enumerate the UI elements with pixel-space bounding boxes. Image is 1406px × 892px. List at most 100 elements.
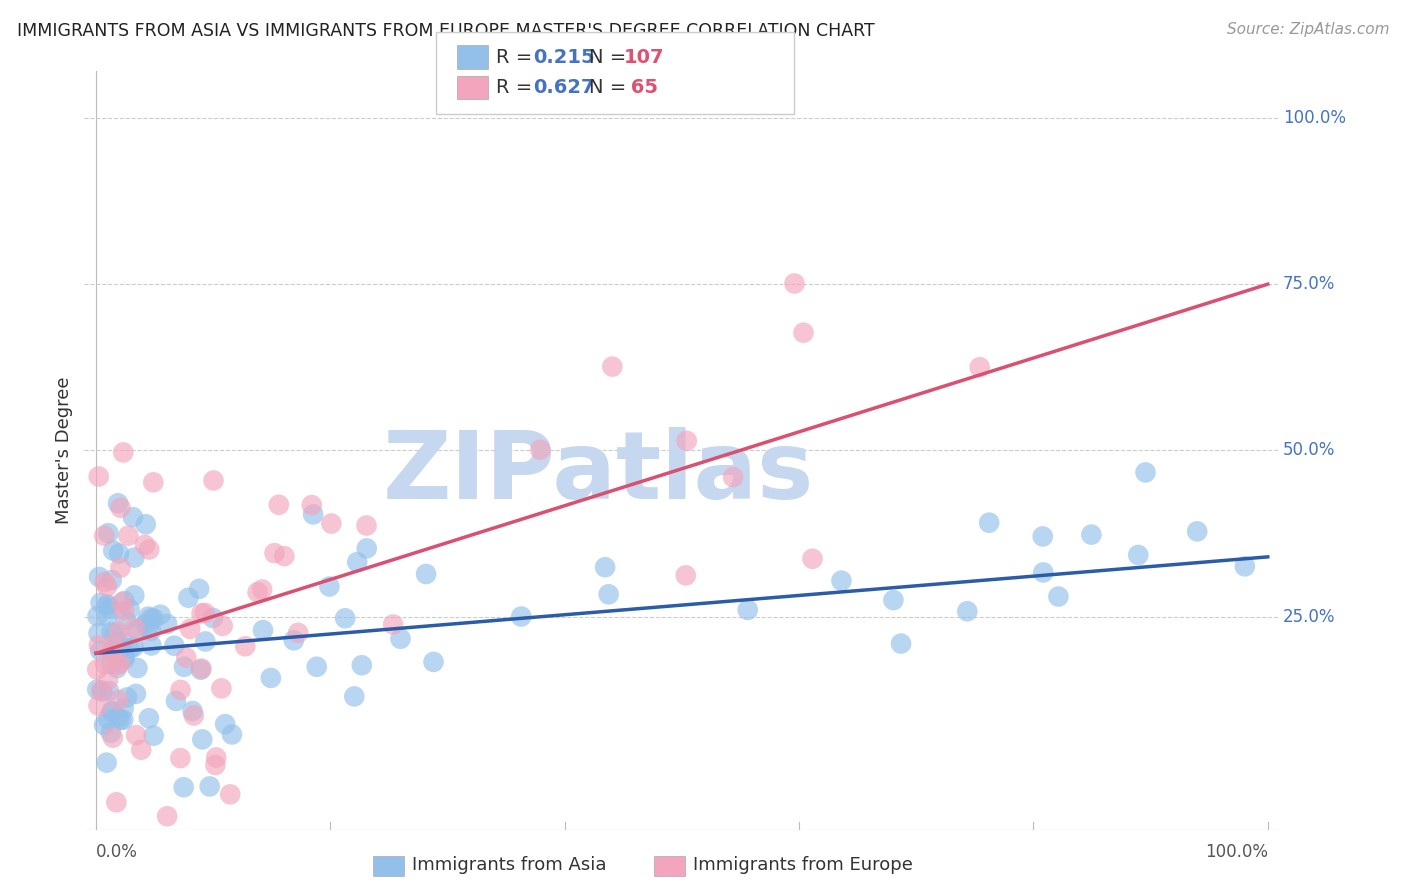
Point xyxy=(783,277,806,291)
Point xyxy=(129,742,152,756)
Point xyxy=(86,663,108,677)
Point xyxy=(108,657,131,671)
Point xyxy=(149,607,172,622)
Point xyxy=(101,705,124,719)
Point xyxy=(110,500,132,515)
Point xyxy=(93,528,115,542)
Point xyxy=(211,619,233,633)
Point xyxy=(181,704,204,718)
Point xyxy=(283,633,305,648)
Point xyxy=(389,632,412,646)
Point xyxy=(1185,524,1208,539)
Point xyxy=(335,611,357,625)
Point xyxy=(142,612,165,626)
Point xyxy=(139,611,162,625)
Point xyxy=(174,650,197,665)
Point xyxy=(302,508,325,522)
Point xyxy=(134,538,156,552)
Point xyxy=(138,711,160,725)
Point xyxy=(422,655,444,669)
Point xyxy=(125,728,148,742)
Point xyxy=(1047,590,1070,604)
Point xyxy=(246,585,269,599)
Point xyxy=(110,560,132,574)
Text: 65: 65 xyxy=(624,78,658,97)
Point xyxy=(890,637,912,651)
Point xyxy=(201,611,224,625)
Point xyxy=(305,659,328,673)
Point xyxy=(198,780,221,794)
Point xyxy=(510,609,533,624)
Point xyxy=(188,582,211,596)
Point xyxy=(1080,527,1102,541)
Text: Immigrants from Asia: Immigrants from Asia xyxy=(412,856,606,874)
Point xyxy=(125,687,148,701)
Point xyxy=(96,579,118,593)
Text: 75.0%: 75.0% xyxy=(1284,276,1336,293)
Point xyxy=(1032,529,1054,543)
Text: R =: R = xyxy=(496,47,538,67)
Point xyxy=(194,606,217,620)
Point xyxy=(173,660,195,674)
Point xyxy=(190,663,212,677)
Point xyxy=(202,474,225,488)
Point xyxy=(91,684,114,698)
Point xyxy=(87,469,110,483)
Point xyxy=(191,732,214,747)
Point xyxy=(105,795,128,809)
Point xyxy=(98,602,121,616)
Point xyxy=(87,698,110,713)
Point xyxy=(105,661,128,675)
Point xyxy=(94,657,117,672)
Point xyxy=(105,658,128,673)
Point xyxy=(346,555,368,569)
Point xyxy=(177,591,200,605)
Point xyxy=(103,543,125,558)
Point xyxy=(350,658,373,673)
Point xyxy=(321,516,343,531)
Point xyxy=(1128,548,1150,562)
Point xyxy=(103,627,125,641)
Point xyxy=(737,603,759,617)
Point xyxy=(86,682,108,697)
Point xyxy=(675,568,697,582)
Point xyxy=(598,587,620,601)
Text: N =: N = xyxy=(589,78,633,97)
Point xyxy=(96,756,118,770)
Point xyxy=(529,442,551,457)
Point xyxy=(252,623,274,637)
Point xyxy=(86,609,108,624)
Point xyxy=(142,475,165,490)
Point xyxy=(97,712,120,726)
Point xyxy=(107,711,129,725)
Point xyxy=(163,639,186,653)
Point xyxy=(183,708,205,723)
Point xyxy=(100,657,122,671)
Point xyxy=(101,639,124,653)
Point xyxy=(263,546,285,560)
Point xyxy=(136,621,159,635)
Point xyxy=(214,717,236,731)
Point xyxy=(1135,466,1157,480)
Point xyxy=(301,498,323,512)
Point xyxy=(1233,559,1256,574)
Point xyxy=(96,599,118,613)
Text: 100.0%: 100.0% xyxy=(1284,109,1346,127)
Point xyxy=(100,573,122,587)
Point xyxy=(87,570,110,584)
Point xyxy=(93,718,115,732)
Point xyxy=(98,684,121,698)
Point xyxy=(169,682,191,697)
Point xyxy=(882,593,904,607)
Text: IMMIGRANTS FROM ASIA VS IMMIGRANTS FROM EUROPE MASTER'S DEGREE CORRELATION CHART: IMMIGRANTS FROM ASIA VS IMMIGRANTS FROM … xyxy=(17,22,875,40)
Point xyxy=(117,529,139,543)
Point xyxy=(107,496,129,510)
Point xyxy=(205,750,228,764)
Point xyxy=(190,607,212,621)
Point xyxy=(267,498,290,512)
Point xyxy=(114,594,136,608)
Point xyxy=(112,713,135,727)
Point xyxy=(356,541,378,556)
Point xyxy=(124,588,146,602)
Point xyxy=(107,693,129,707)
